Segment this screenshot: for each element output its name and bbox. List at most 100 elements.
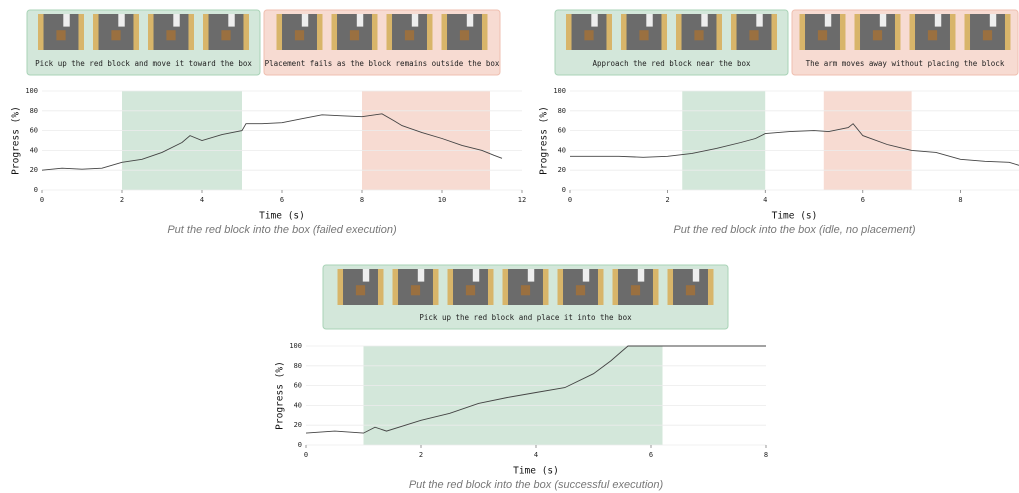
thumbnail-arm <box>362 269 370 282</box>
thumbnail-arm <box>989 14 997 27</box>
progress-line <box>305 345 766 434</box>
thumbnail-arm <box>692 269 700 282</box>
x-tick-label: 4 <box>200 196 204 204</box>
thumbnail-box <box>694 30 704 41</box>
thumbnail-arm <box>466 14 474 27</box>
thumbnail-box <box>639 30 649 41</box>
thumbnail-box <box>111 30 121 41</box>
x-axis-label: Time (s) <box>772 211 818 222</box>
phase-span <box>363 346 663 445</box>
phase-panel <box>263 9 501 76</box>
x-axis-label: Time (s) <box>259 211 305 222</box>
x-tick-label: 4 <box>763 196 767 204</box>
phase-panel <box>26 9 261 76</box>
y-tick-label: 20 <box>294 421 302 429</box>
y-tick-label: 0 <box>562 186 566 194</box>
thumbnail-box <box>520 285 531 296</box>
phase-label: Pick up the red block and place it into … <box>419 313 632 322</box>
thumbnail-arm <box>582 269 590 282</box>
thumbnail-box <box>817 30 828 41</box>
phase-label: Approach the red block near the box <box>592 59 751 68</box>
y-tick-label: 80 <box>294 362 302 370</box>
x-tick-label: 0 <box>40 196 44 204</box>
progress-line <box>41 113 503 171</box>
thumbnail-box <box>404 30 415 41</box>
thumbnail-arm <box>118 14 125 27</box>
thumbnail-arm <box>417 269 425 282</box>
phase-panel <box>554 9 789 76</box>
y-tick-label: 40 <box>294 401 302 409</box>
phase-span <box>122 91 242 190</box>
x-tick-label: 2 <box>120 196 124 204</box>
y-tick-label: 60 <box>558 127 566 135</box>
thumbnail-arm <box>472 269 480 282</box>
thumbnail-box <box>584 30 594 41</box>
thumbnail-arm <box>356 14 364 27</box>
chart-caption: Put the red block into the box (successf… <box>409 479 664 491</box>
x-tick-label: 10 <box>438 196 446 204</box>
phase-span <box>823 91 912 190</box>
y-axis-label: Progress (%) <box>275 361 286 430</box>
thumbnail-arm <box>934 14 942 27</box>
phase-span <box>362 91 490 190</box>
thumbnail-arm <box>824 14 832 27</box>
chart-caption: Put the red block into the box (idle, no… <box>673 224 915 236</box>
thumbnail-box <box>56 30 66 41</box>
y-tick-label: 60 <box>294 382 302 390</box>
progress-line <box>570 123 1019 166</box>
thumbnail-box <box>465 285 476 296</box>
x-tick-label: 12 <box>518 196 526 204</box>
x-tick-label: 0 <box>304 451 308 459</box>
thumbnail-box <box>355 285 366 296</box>
thumbnail-arm <box>63 14 70 27</box>
y-tick-label: 40 <box>558 146 566 154</box>
y-tick-label: 0 <box>34 186 38 194</box>
phase-panel <box>791 9 1019 76</box>
phase-label: The arm moves away without placing the b… <box>806 59 1005 68</box>
thumbnail-arm <box>301 14 309 27</box>
thumbnail-arm <box>527 269 535 282</box>
y-tick-label: 100 <box>25 87 38 95</box>
y-tick-label: 20 <box>558 166 566 174</box>
thumbnail-box <box>349 30 360 41</box>
thumbnail-arm <box>701 14 708 27</box>
x-tick-label: 6 <box>649 451 653 459</box>
thumbnail-box <box>872 30 883 41</box>
thumbnail-box <box>685 285 696 296</box>
thumbnail-box <box>982 30 993 41</box>
thumbnail-box <box>459 30 470 41</box>
thumbnail-box <box>575 285 586 296</box>
thumbnail-box <box>749 30 759 41</box>
y-tick-label: 100 <box>289 342 302 350</box>
y-tick-label: 80 <box>30 107 38 115</box>
thumbnail-arm <box>756 14 763 27</box>
thumbnail-box <box>294 30 305 41</box>
y-axis-label: Progress (%) <box>11 106 22 175</box>
chart-caption: Put the red block into the box (failed e… <box>167 224 397 236</box>
phase-label: Placement fails as the block remains out… <box>265 59 500 68</box>
thumbnail-box <box>630 285 641 296</box>
thumbnail-arm <box>879 14 887 27</box>
phase-span <box>682 91 766 190</box>
x-tick-label: 2 <box>419 451 423 459</box>
thumbnail-arm <box>411 14 419 27</box>
y-tick-label: 40 <box>30 146 38 154</box>
x-tick-label: 4 <box>534 451 538 459</box>
x-tick-label: 6 <box>861 196 865 204</box>
phase-label: Pick up the red block and move it toward… <box>35 59 252 68</box>
y-tick-label: 80 <box>558 107 566 115</box>
thumbnail-arm <box>228 14 235 27</box>
y-tick-label: 60 <box>30 127 38 135</box>
x-tick-label: 8 <box>764 451 768 459</box>
thumbnail-arm <box>646 14 653 27</box>
thumbnail-arm <box>637 269 645 282</box>
thumbnail-arm <box>591 14 598 27</box>
x-tick-label: 8 <box>958 196 962 204</box>
thumbnail-box <box>410 285 421 296</box>
x-axis-label: Time (s) <box>513 466 559 477</box>
thumbnail-box <box>166 30 176 41</box>
y-tick-label: 0 <box>298 441 302 449</box>
thumbnail-box <box>221 30 231 41</box>
x-tick-label: 0 <box>568 196 572 204</box>
